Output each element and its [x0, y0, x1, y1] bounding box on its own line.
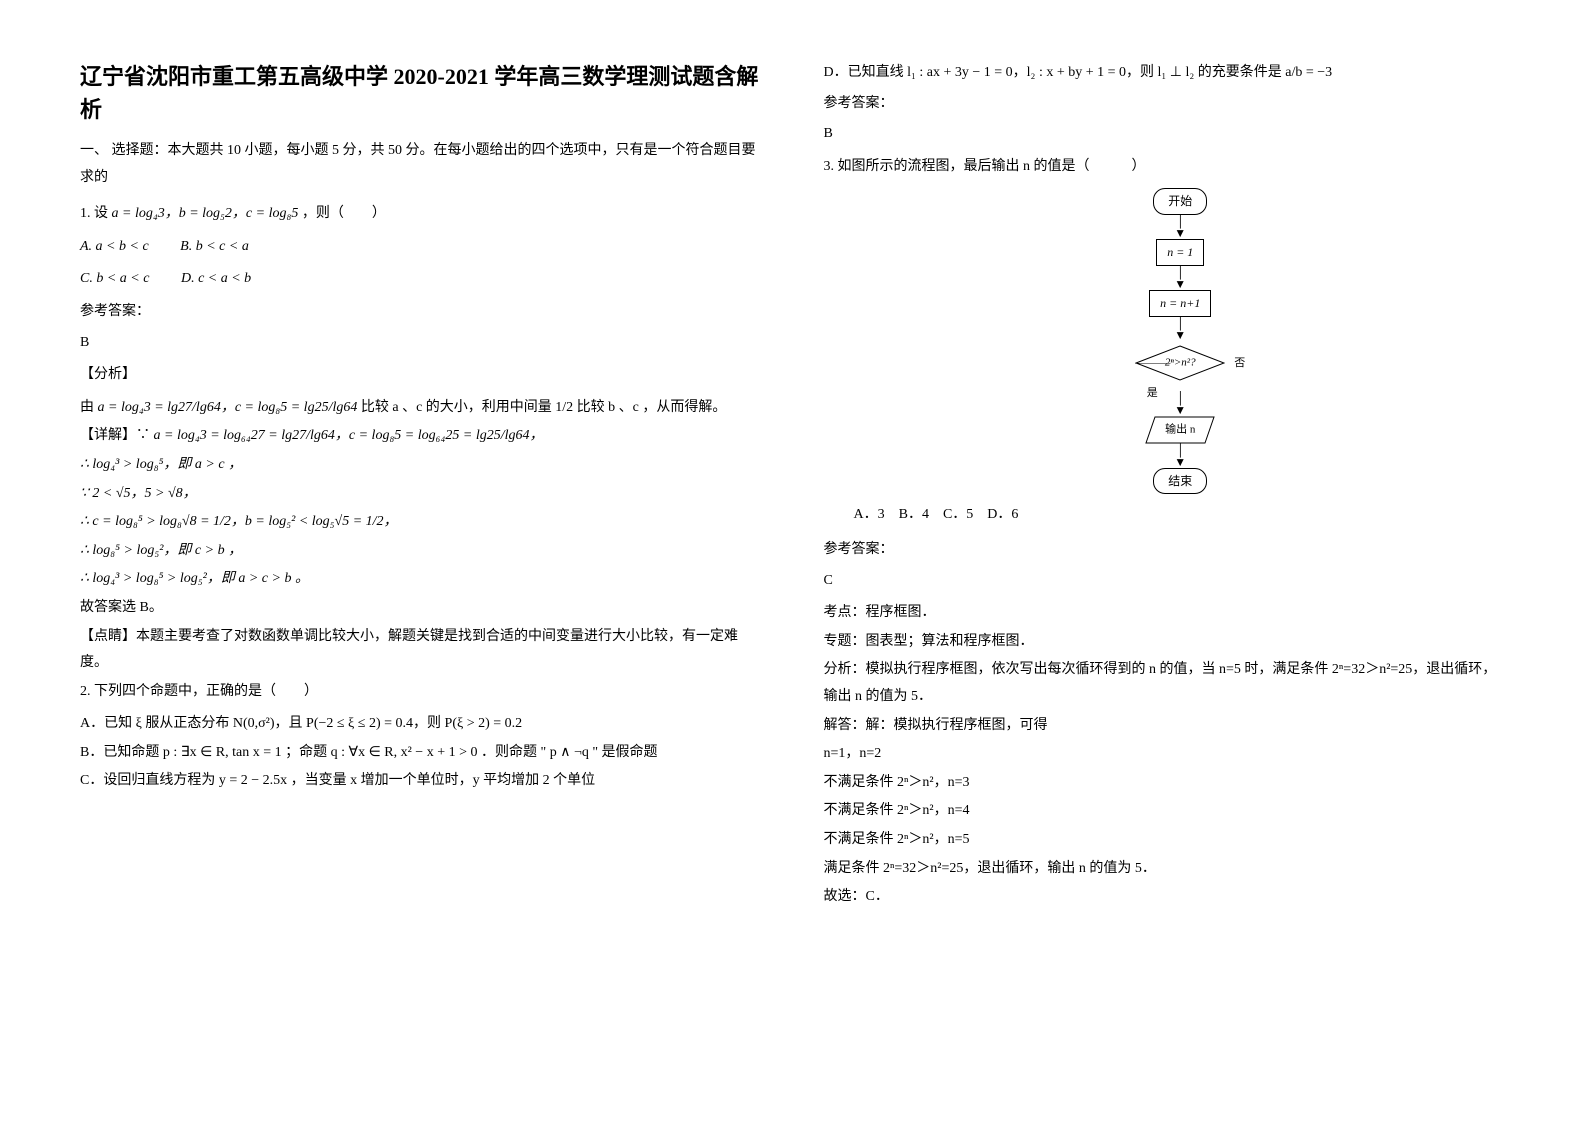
q3-jd5: 满足条件 2ⁿ=32＞n²=25，退出循环，输出 n 的值为 5．	[824, 856, 1508, 883]
q1-optD: D. c < a < b	[181, 271, 251, 286]
q1-conclude: 故答案选 B。	[80, 595, 764, 622]
q1-note: 【点睛】本题主要考查了对数函数单调比较大小，解题关键是找到合适的中间变量进行大小…	[80, 624, 764, 677]
q1-optA: A. a < b < c	[80, 239, 149, 254]
q1-optB: B. b < c < a	[180, 239, 249, 254]
fc-update: n = n+1	[1149, 290, 1211, 317]
q2-ans: B	[824, 121, 1508, 148]
q2-ans-label: 参考答案：	[824, 91, 1508, 118]
q3-fx: 分析：模拟执行程序框图，依次写出每次循环得到的 n 的值，当 n=5 时，满足条…	[824, 657, 1508, 710]
q1-al-b: a = log₄3 = lg27/lg64，c = log₈5 = lg25/l…	[98, 400, 358, 415]
page-title: 辽宁省沈阳市重工第五高级中学 2020-2021 学年高三数学理测试题含解析	[80, 60, 764, 126]
q1-opts-row1: A. a < b < c B. b < c < a	[80, 234, 764, 261]
q2-optC: C．设回归直线方程为 y = 2 − 2.5x ，当变量 x 增加一个单位时，y…	[80, 768, 764, 795]
fc-arrow: │▼	[1155, 444, 1205, 468]
q2-stem: 2. 下列四个命题中，正确的是（ ）	[80, 679, 764, 706]
q3-kp: 考点：程序框图．	[824, 600, 1508, 627]
q1-stem-prefix: 1. 设	[80, 206, 108, 221]
q2-optA: A．已知 ξ 服从正态分布 N(0,σ²)，且 P(−2 ≤ ξ ≤ 2) = …	[80, 711, 764, 738]
q1-analysis-line: 由 a = log₄3 = lg27/lg64，c = log₈5 = lg25…	[80, 395, 764, 422]
fc-output: 输出 n	[1145, 416, 1215, 444]
right-column: D．已知直线 l₁ : ax + 3y − 1 = 0，l₂ : x + by …	[824, 60, 1508, 1062]
q3-opts: A．3 B．4 C．5 D．6	[854, 502, 1508, 529]
fc-yes-label: 是	[1147, 383, 1158, 404]
q3-jd2: 不满足条件 2ⁿ＞n²，n=3	[824, 770, 1508, 797]
q2-optB: B．已知命题 p : ∃x ∈ R, tan x = 1 ；命题 q : ∀x …	[80, 740, 764, 767]
q1-analysis-tag: 【分析】	[80, 362, 764, 389]
fc-no-label: 否	[1234, 353, 1245, 374]
q3-jd-end: 故选：C．	[824, 884, 1508, 911]
q1-dl3: ∵ 2 < √5，5 > √8，	[80, 481, 764, 508]
fc-init: n = 1	[1156, 239, 1204, 266]
q1-dl1: a = log₄3 = log₆₄27 = lg27/lg64，c = log₈…	[154, 428, 544, 443]
q3-ans: C	[824, 568, 1508, 595]
fc-arrow: │▼	[1155, 266, 1205, 290]
q1-detail-tag: 【详解】∵	[80, 428, 150, 443]
left-column: 辽宁省沈阳市重工第五高级中学 2020-2021 学年高三数学理测试题含解析 一…	[80, 60, 764, 1062]
q1-dl2: ∴ log₄³ > log₈⁵，即 a > c ，	[80, 452, 764, 479]
q3-stem: 3. 如图所示的流程图，最后输出 n 的值是（ ）	[824, 154, 1508, 181]
fc-arrow: │▼	[1155, 317, 1205, 341]
section-heading: 一、 选择题：本大题共 10 小题，每小题 5 分，共 50 分。在每小题给出的…	[80, 138, 764, 191]
flowchart: 开始 │▼ n = 1 │▼ n = n+1 │▼ 2ⁿ>n²? 否 是 │▼ …	[854, 188, 1508, 494]
fc-condition: 2ⁿ>n²? 否	[1135, 345, 1225, 381]
fc-arrow: │▼	[1155, 215, 1205, 239]
q1-dl4: ∴ c = log₈⁵ > log₈√8 = 1/2，b = log₅² < l…	[80, 509, 764, 536]
q1-al-a: 由	[80, 400, 94, 415]
q3-jd4: 不满足条件 2ⁿ＞n²，n=5	[824, 827, 1508, 854]
q1-detail-line1: 【详解】∵ a = log₄3 = log₆₄27 = lg27/lg64，c …	[80, 423, 764, 450]
q1-al-c: 比较 a 、c 的大小，利用中间量 1/2 比较 b 、c ，从而得解。	[361, 400, 727, 415]
q3-jd-head: 解答：解：模拟执行程序框图，可得	[824, 713, 1508, 740]
q1-stem: 1. 设 a = log₄3，b = log₅2，c = log₈5 ，则（ ）	[80, 201, 764, 228]
q1-ans: B	[80, 330, 764, 357]
q1-stem-suffix: ，则（ ）	[302, 206, 386, 221]
q1-opts-row2: C. b < a < c D. c < a < b	[80, 266, 764, 293]
q1-dl5: ∴ log₈⁵ > log₅²，即 c > b ，	[80, 538, 764, 565]
q2-optD: D．已知直线 l₁ : ax + 3y − 1 = 0，l₂ : x + by …	[824, 60, 1508, 87]
fc-end: 结束	[1153, 468, 1207, 495]
q1-stem-math: a = log₄3，b = log₅2，c = log₈5	[112, 206, 299, 221]
q3-jd1: n=1，n=2	[824, 741, 1508, 768]
q1-ans-label: 参考答案：	[80, 299, 764, 326]
q3-zt: 专题：图表型；算法和程序框图．	[824, 629, 1508, 656]
q3-ans-label: 参考答案：	[824, 537, 1508, 564]
q1-dl6: ∴ log₄³ > log₈⁵ > log₅²，即 a > c > b 。	[80, 566, 764, 593]
q3-jd3: 不满足条件 2ⁿ＞n²，n=4	[824, 798, 1508, 825]
fc-start: 开始	[1153, 188, 1207, 215]
fc-out-text: 输出 n	[1165, 419, 1195, 440]
q1-optC: C. b < a < c	[80, 271, 149, 286]
